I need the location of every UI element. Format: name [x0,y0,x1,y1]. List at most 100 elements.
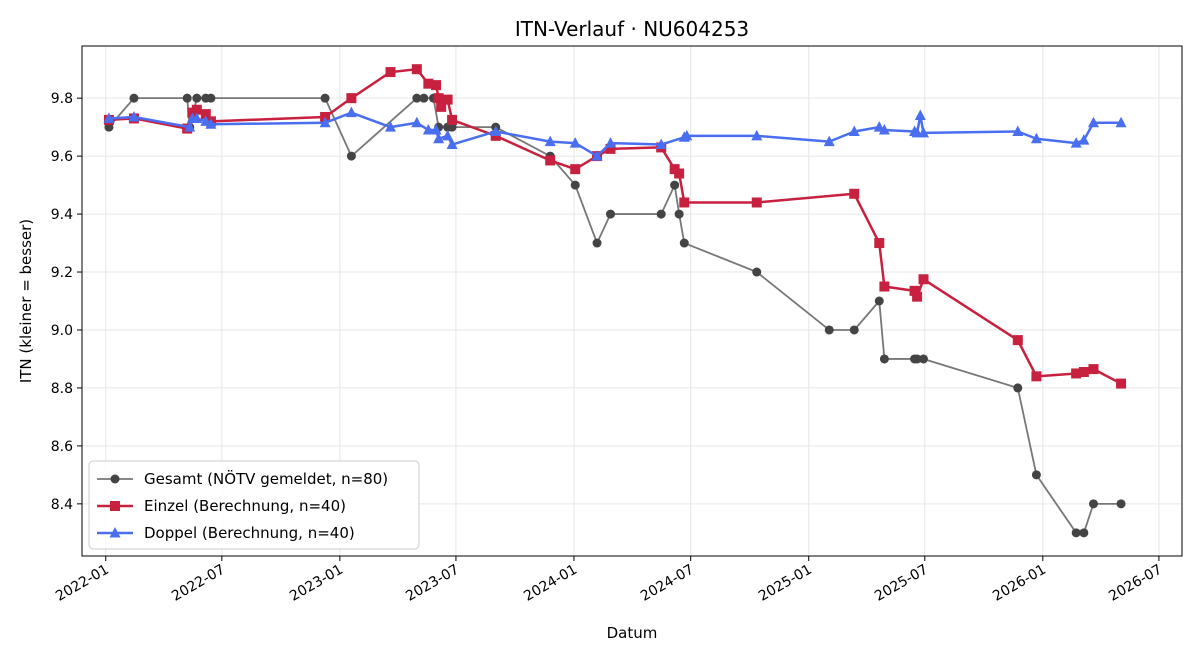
series-3-point [1078,134,1090,145]
legend-marker-2 [110,501,120,511]
series-1-point [182,93,192,103]
series-2-point [385,67,396,78]
series-layer [103,64,1127,538]
series-2-point [912,291,923,302]
series-1-point [192,93,202,103]
x-axis-label: Datum [607,624,658,642]
series-1-point [674,209,684,219]
y-tick-label: 8.4 [51,497,73,513]
legend-marker-3 [109,527,121,538]
series-3-point [591,150,603,161]
y-tick-label: 8.8 [51,381,73,397]
series-3-point [681,129,693,141]
series-3-point [103,112,115,123]
series-3-point [184,121,196,132]
series-3-point [823,135,835,147]
legend: Gesamt (NÖTV gemeldet, n=80) Einzel (Bere… [88,460,420,550]
series-1-point [670,180,680,190]
series-3-point [605,137,617,148]
series-1-point [412,93,422,103]
series-1-point [592,238,602,248]
series-1-point [570,180,580,190]
legend-label-2: Einzel (Berechnung, n=40) [144,497,346,515]
series-1-point [419,93,429,103]
series-1-point [824,325,834,335]
series-3-point [345,106,357,118]
series-3-point [1070,137,1082,148]
series-1-point [1116,499,1126,509]
series-2-point [849,188,860,199]
series-3-point [914,109,926,121]
series-1-point [1013,383,1023,393]
series-1-point [129,93,139,103]
series-3-point [1087,116,1099,128]
legend-label-3: Doppel (Berechnung, n=40) [144,524,355,542]
legend-label-1: Gesamt (NÖTV gemeldet, n=80) [144,469,388,488]
series-3-point [655,138,667,150]
series-3-point [490,125,502,136]
series-1-point [606,209,616,219]
series-3-point [1030,132,1042,144]
series-2-point [879,281,890,292]
series-1-point [346,151,356,161]
y-axis-ticks: 8.4 8.6 8.8 9.0 9.2 9.4 9.6 9.8 [51,91,82,513]
series-2-point [436,101,447,112]
series-1-point [656,209,666,219]
series-3-point [411,116,423,128]
series-1-point [1031,470,1041,480]
series-3-point [1115,116,1127,128]
series-2-point [200,109,211,120]
series-2-point [674,168,685,179]
series-3-point [1012,125,1024,136]
y-tick-label: 9.0 [51,323,73,339]
series-2-point [679,197,690,208]
series-1-point [912,354,922,364]
series-2-point [442,94,453,105]
series-2-point [411,64,422,75]
series-3 [103,106,1127,161]
series-1-point [874,296,884,306]
chart-title: ITN-Verlauf · NU604253 [515,17,749,41]
series-3-point [918,126,930,138]
series-2-point [433,93,444,104]
legend-box [88,460,420,550]
series-1-point [849,325,859,335]
y-tick-label: 9.8 [51,91,73,107]
y-axis-label: ITN (kleiner = besser) [17,219,35,383]
series-2-point [1116,378,1127,389]
series-2-point [423,78,434,89]
y-tick-label: 9.4 [51,207,73,223]
series-3-point [422,124,434,135]
series-2-point [909,285,920,296]
series-2-point [874,238,885,249]
series-2-point [545,155,556,166]
series-3-point [191,112,203,123]
plot-frame [81,45,1183,557]
series-1-point [919,354,929,364]
series-1-point [752,267,762,277]
series-1-point [879,354,889,364]
series-2-point [570,164,581,175]
series-2-point [431,80,442,91]
series-1-point [1071,528,1081,538]
series-2-point [191,104,202,115]
series-1-point [320,93,330,103]
series-3-point [751,129,763,141]
series-3-point [446,138,458,150]
series-3-point [385,121,397,132]
series-3-point [878,124,890,135]
series-3-point [319,116,331,128]
series-1-point [1079,528,1089,538]
series-3-point [442,129,454,141]
series-2-point [1071,368,1082,379]
y-tick-label: 9.6 [51,149,73,165]
series-2-point [1078,366,1089,377]
series-3-point [569,137,581,148]
series-1-point [679,238,689,248]
series-3-point [205,118,217,129]
series-3-point [430,124,442,135]
series-3-point [128,110,140,122]
series-2-point [346,93,357,104]
series-2-point [1088,364,1099,375]
